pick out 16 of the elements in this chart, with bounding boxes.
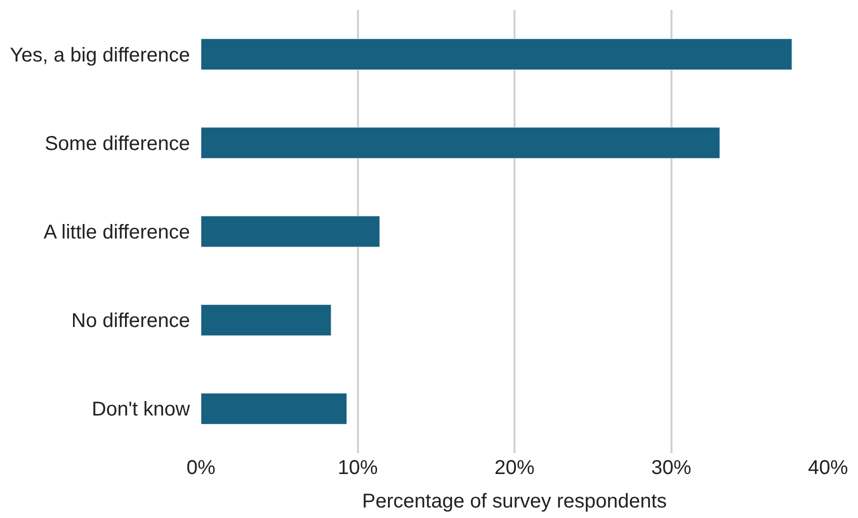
y-tick-label: A little difference <box>44 222 190 244</box>
y-tick-label: Yes, a big difference <box>10 44 190 66</box>
y-tick-label: Don't know <box>92 398 191 421</box>
bar <box>201 38 792 70</box>
x-tick-label: 40% <box>808 457 848 479</box>
y-tick-label: No difference <box>71 310 190 332</box>
x-tick-label: 20% <box>494 457 535 479</box>
bar <box>201 127 720 159</box>
x-tick-label: 10% <box>338 457 378 479</box>
y-tick-label: Some difference <box>44 132 190 155</box>
bar <box>201 216 380 248</box>
x-tick-label: 0% <box>186 457 216 479</box>
bar <box>201 304 332 336</box>
x-axis-title: Percentage of survey respondents <box>362 490 667 512</box>
x-tick-label: 30% <box>651 457 692 479</box>
bar <box>201 392 348 424</box>
